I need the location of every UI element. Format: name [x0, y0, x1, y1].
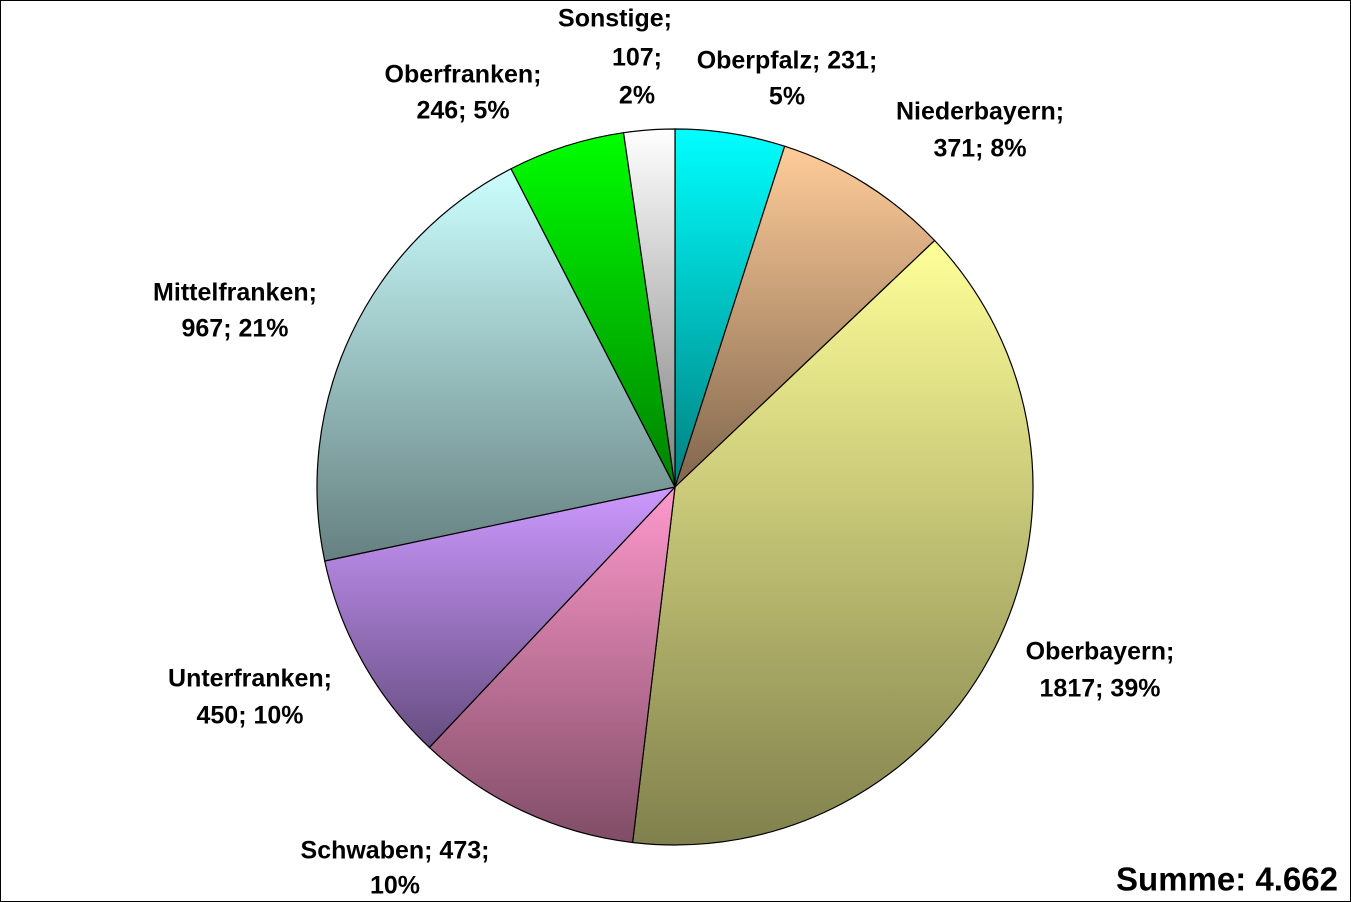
pie-slice [631, 239, 1034, 846]
data-label: 107; [612, 44, 662, 72]
pie [316, 128, 1034, 846]
data-label: Oberfranken; [385, 61, 542, 89]
total-label: Summe: 4.662 [1116, 861, 1338, 898]
data-label: 967; 21% [181, 315, 288, 343]
data-label: 10% [370, 872, 420, 900]
data-label: 2% [619, 82, 655, 110]
data-label: Oberbayern; [1026, 638, 1175, 666]
pie-slice [324, 486, 677, 749]
data-label: 371; 8% [933, 135, 1026, 163]
pie-slice [316, 167, 676, 562]
pie-slice [622, 128, 676, 488]
data-label: Schwaben; 473; [301, 837, 490, 865]
data-label: Sonstige; [558, 5, 672, 33]
data-label: 246; 5% [416, 97, 509, 125]
data-label: Mittelfranken; [153, 279, 317, 307]
pie-slice [428, 485, 676, 844]
data-label: Niederbayern; [896, 98, 1064, 126]
pie-slice [674, 145, 936, 488]
data-label: 5% [769, 83, 805, 111]
data-label: 450; 10% [196, 702, 303, 730]
data-label: Unterfranken; [168, 665, 332, 693]
data-label: Oberpfalz; 231; [697, 47, 878, 75]
data-label: 1817; 39% [1040, 675, 1161, 703]
